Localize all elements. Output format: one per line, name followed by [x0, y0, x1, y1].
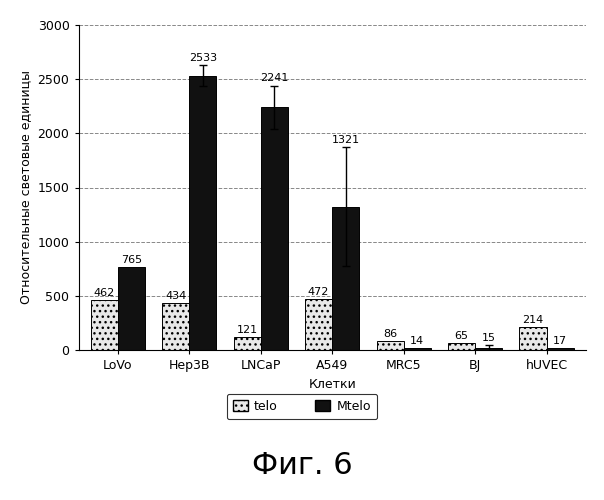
X-axis label: Клетки: Клетки [308, 378, 356, 390]
Bar [519, 327, 547, 350]
Bar [261, 107, 288, 350]
Bar [234, 337, 261, 350]
Text: 65: 65 [455, 331, 469, 341]
Text: 121: 121 [237, 324, 258, 334]
Bar [305, 299, 332, 350]
Bar [91, 300, 118, 350]
Legend: telo, Mtelo: telo, Mtelo [226, 394, 378, 419]
Text: 15: 15 [482, 333, 496, 343]
Text: 14: 14 [410, 336, 424, 346]
Text: 765: 765 [121, 255, 142, 265]
Text: 434: 434 [165, 291, 186, 301]
Text: 462: 462 [94, 288, 115, 298]
Bar [475, 348, 503, 350]
Bar [118, 267, 145, 350]
Text: 17: 17 [553, 336, 567, 346]
Y-axis label: Относительные световые единицы: Относительные световые единицы [19, 70, 32, 304]
Text: 214: 214 [522, 314, 544, 324]
Bar [189, 76, 216, 350]
Bar [448, 343, 475, 350]
Text: 86: 86 [383, 328, 397, 338]
Text: Фиг. 6: Фиг. 6 [252, 451, 352, 480]
Bar [403, 348, 431, 350]
Bar [332, 207, 359, 350]
Bar [547, 348, 574, 350]
Text: 2533: 2533 [189, 52, 217, 62]
Bar [376, 340, 403, 350]
Text: 2241: 2241 [260, 74, 289, 84]
Text: 472: 472 [308, 286, 329, 296]
Bar [162, 303, 189, 350]
Text: 1321: 1321 [332, 135, 360, 145]
